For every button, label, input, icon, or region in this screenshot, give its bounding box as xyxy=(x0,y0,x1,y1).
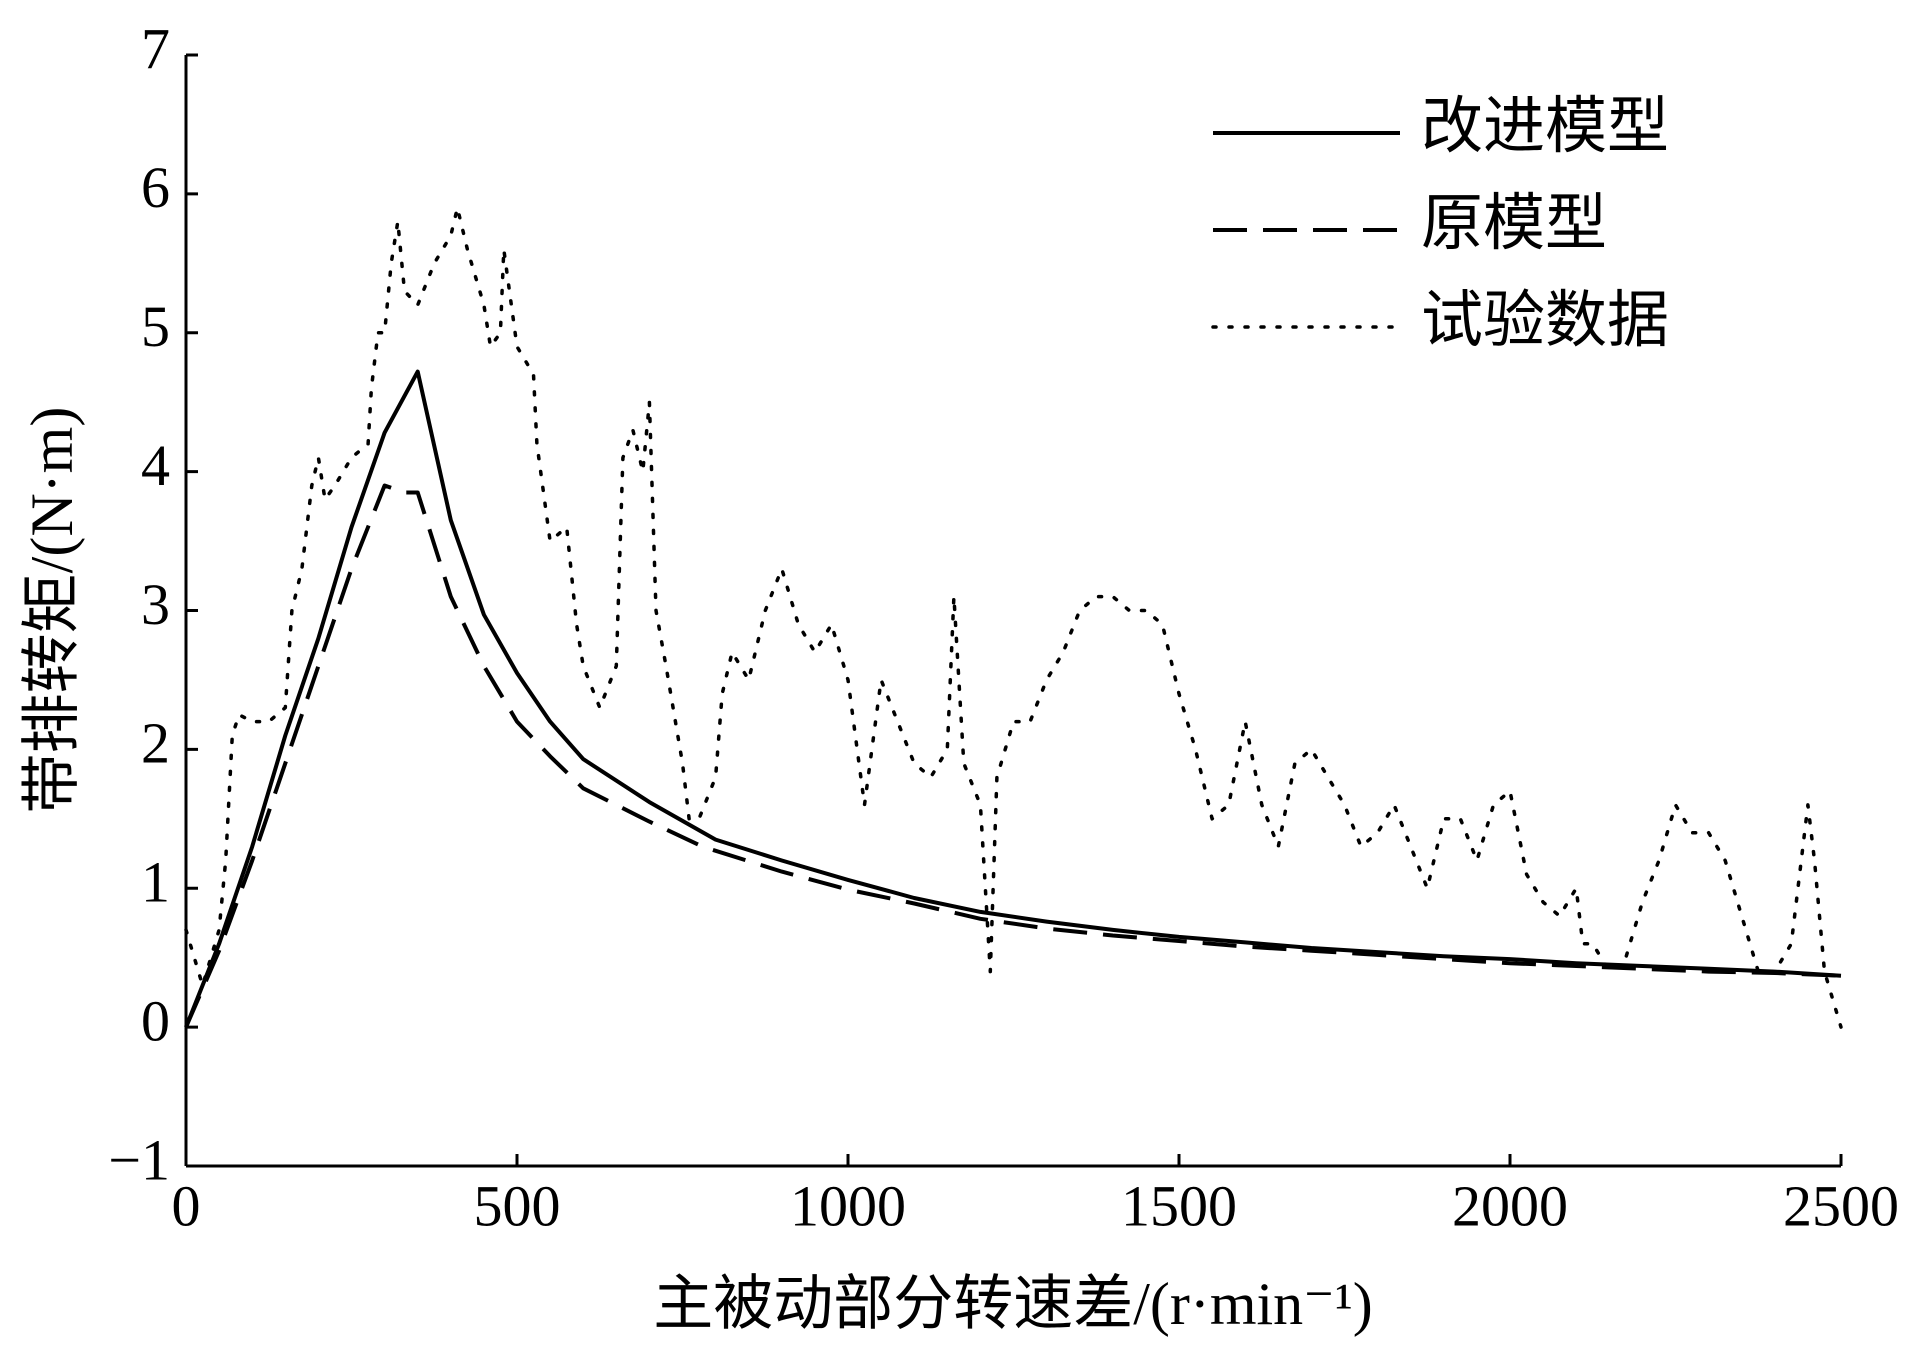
legend-label: 原模型 xyxy=(1421,190,1607,258)
y-tick-label: 7 xyxy=(141,16,170,81)
x-axis-title: 主被动部分转速差/(r·min⁻¹) xyxy=(653,1271,1373,1337)
y-tick-label: 4 xyxy=(141,433,170,498)
y-tick-label: −1 xyxy=(108,1127,170,1192)
x-tick-label: 2500 xyxy=(1783,1173,1899,1238)
y-tick-label: 1 xyxy=(141,850,170,915)
y-tick-label: 0 xyxy=(141,988,170,1053)
y-tick-label: 6 xyxy=(141,155,170,220)
x-tick-label: 0 xyxy=(172,1173,201,1238)
y-axis-title: 带排转矩/(N·m) xyxy=(19,407,85,814)
y-tick-label: 5 xyxy=(141,294,170,359)
legend-label: 改进模型 xyxy=(1421,93,1669,161)
x-tick-label: 1000 xyxy=(790,1173,906,1238)
y-tick-label: 2 xyxy=(141,711,170,776)
x-tick-label: 500 xyxy=(474,1173,561,1238)
legend-label: 试验数据 xyxy=(1421,287,1669,355)
x-tick-label: 1500 xyxy=(1121,1173,1237,1238)
data-line xyxy=(184,483,1842,1028)
data-line xyxy=(184,369,1842,1028)
x-tick-label: 2000 xyxy=(1452,1173,1568,1238)
y-tick-label: 3 xyxy=(141,572,170,637)
